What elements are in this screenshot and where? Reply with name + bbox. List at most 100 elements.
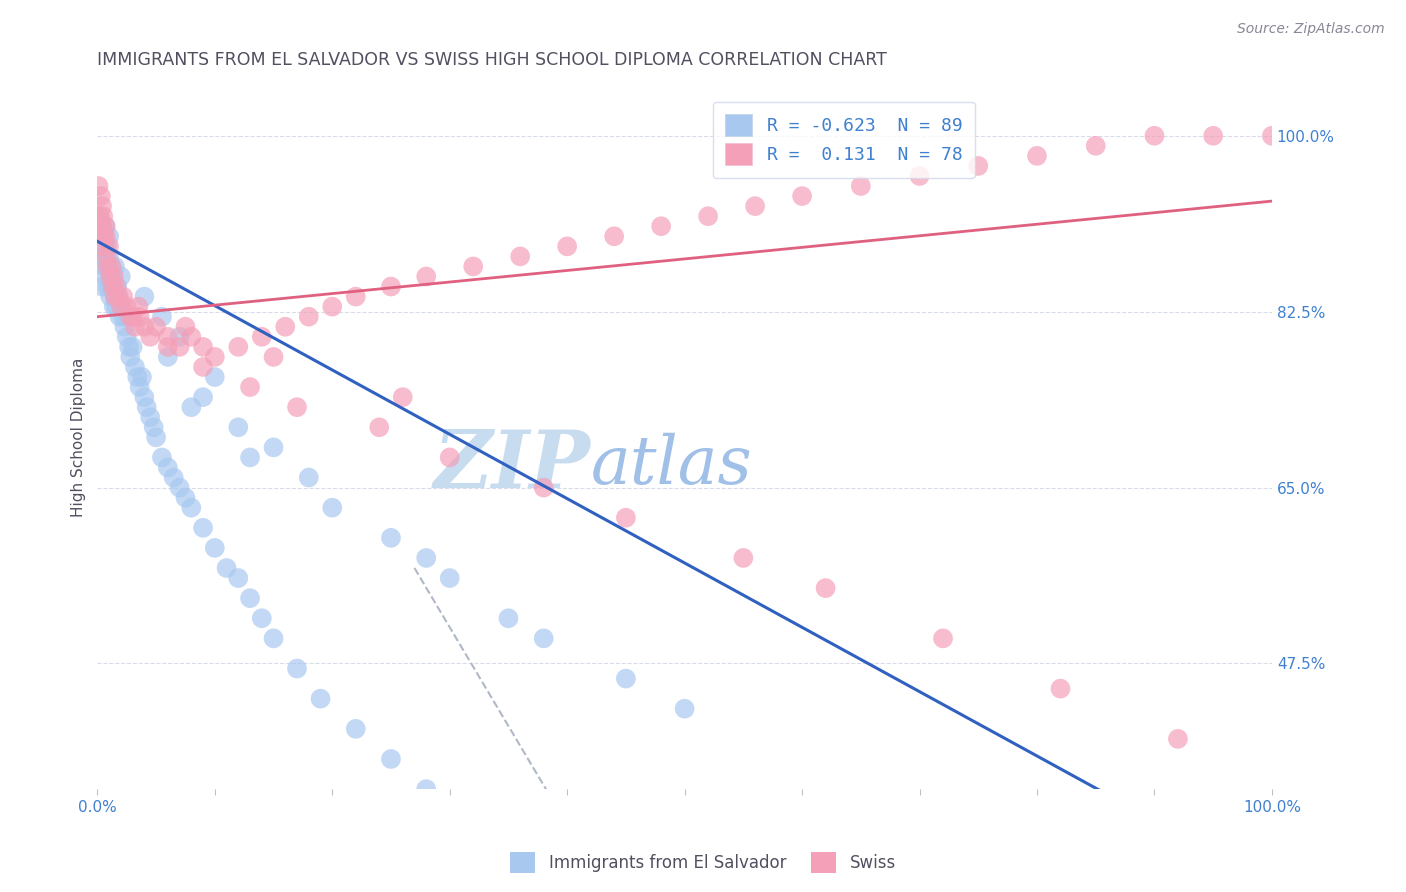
- Point: [250, 611, 273, 625]
- Point: [142, 420, 165, 434]
- Point: [744, 199, 766, 213]
- Point: [156, 350, 179, 364]
- Point: [239, 380, 262, 394]
- Point: [139, 330, 162, 344]
- Text: Source: ZipAtlas.com: Source: ZipAtlas.com: [1237, 22, 1385, 37]
- Point: [127, 370, 149, 384]
- Point: [128, 380, 150, 394]
- Point: [263, 350, 285, 364]
- Point: [124, 319, 146, 334]
- Point: [439, 450, 461, 465]
- Point: [673, 702, 696, 716]
- Point: [112, 310, 135, 324]
- Point: [91, 209, 114, 223]
- Point: [108, 310, 131, 324]
- Point: [110, 269, 132, 284]
- Point: [104, 290, 127, 304]
- Point: [93, 239, 115, 253]
- Point: [614, 510, 637, 524]
- Point: [368, 420, 391, 434]
- Point: [104, 290, 127, 304]
- Point: [127, 300, 149, 314]
- Point: [91, 229, 114, 244]
- Point: [121, 340, 143, 354]
- Point: [380, 279, 402, 293]
- Point: [415, 782, 437, 797]
- Point: [97, 260, 120, 274]
- Point: [120, 310, 142, 324]
- Point: [91, 219, 114, 234]
- Point: [555, 872, 578, 887]
- Point: [603, 229, 626, 244]
- Point: [112, 319, 135, 334]
- Point: [250, 330, 273, 344]
- Point: [239, 450, 262, 465]
- Point: [139, 410, 162, 425]
- Point: [94, 229, 117, 244]
- Point: [191, 359, 214, 374]
- Text: IMMIGRANTS FROM EL SALVADOR VS SWISS HIGH SCHOOL DIPLOMA CORRELATION CHART: IMMIGRANTS FROM EL SALVADOR VS SWISS HIG…: [97, 51, 887, 69]
- Point: [135, 400, 157, 414]
- Point: [117, 310, 139, 324]
- Point: [1167, 731, 1189, 746]
- Point: [533, 481, 555, 495]
- Point: [415, 269, 437, 284]
- Point: [298, 310, 321, 324]
- Point: [103, 300, 125, 314]
- Point: [103, 269, 125, 284]
- Point: [105, 279, 128, 293]
- Y-axis label: High School Diploma: High School Diploma: [72, 358, 86, 517]
- Point: [128, 310, 150, 324]
- Point: [87, 179, 110, 194]
- Point: [93, 249, 115, 263]
- Legend: Immigrants from El Salvador, Swiss: Immigrants from El Salvador, Swiss: [503, 846, 903, 880]
- Point: [111, 300, 134, 314]
- Point: [439, 571, 461, 585]
- Point: [697, 209, 720, 223]
- Point: [380, 752, 402, 766]
- Point: [94, 219, 117, 234]
- Point: [100, 260, 122, 274]
- Point: [145, 319, 167, 334]
- Point: [94, 269, 117, 284]
- Point: [932, 632, 955, 646]
- Point: [1084, 138, 1107, 153]
- Point: [285, 661, 308, 675]
- Point: [509, 249, 531, 263]
- Point: [156, 330, 179, 344]
- Point: [105, 300, 128, 314]
- Point: [98, 229, 121, 244]
- Point: [98, 249, 121, 263]
- Point: [1026, 149, 1049, 163]
- Point: [96, 260, 118, 274]
- Point: [91, 229, 114, 244]
- Point: [614, 672, 637, 686]
- Point: [321, 300, 343, 314]
- Point: [344, 290, 367, 304]
- Point: [101, 279, 124, 293]
- Point: [169, 330, 191, 344]
- Point: [380, 531, 402, 545]
- Point: [107, 290, 129, 304]
- Point: [498, 611, 520, 625]
- Point: [321, 500, 343, 515]
- Point: [298, 470, 321, 484]
- Point: [150, 310, 173, 324]
- Point: [115, 300, 138, 314]
- Point: [1143, 128, 1166, 143]
- Point: [89, 209, 111, 223]
- Point: [226, 420, 249, 434]
- Point: [96, 239, 118, 253]
- Point: [169, 340, 191, 354]
- Point: [100, 269, 122, 284]
- Point: [174, 319, 197, 334]
- Point: [180, 330, 202, 344]
- Point: [1049, 681, 1071, 696]
- Point: [180, 400, 202, 414]
- Point: [650, 219, 672, 234]
- Point: [790, 189, 813, 203]
- Point: [105, 279, 128, 293]
- Point: [263, 632, 285, 646]
- Point: [814, 581, 837, 595]
- Point: [121, 310, 143, 324]
